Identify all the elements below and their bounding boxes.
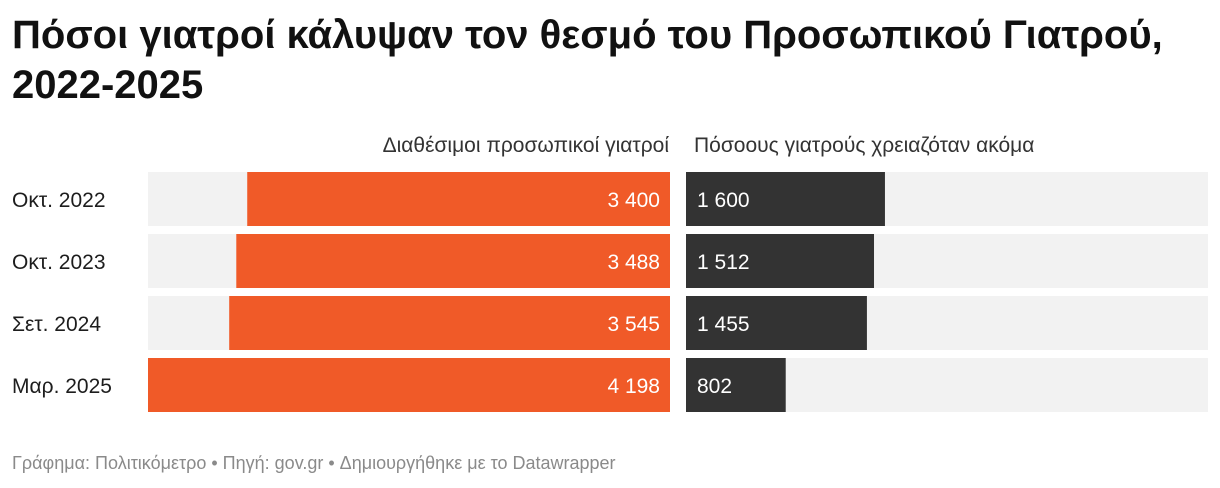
bar-doctors-needed [686, 172, 885, 226]
bar-value-label-needed: 1 600 [697, 189, 750, 212]
bar-doctors-needed [686, 234, 875, 288]
series-header-available-doctors: Διαθέσιμοι προσωπικοί γιατροί [382, 134, 669, 157]
series-header-doctors-needed: Πόσοους γιατρούς χρειαζόταν ακόμα [694, 134, 1035, 157]
bar-doctors-needed [686, 296, 867, 350]
category-label: Οκτ. 2023 [12, 251, 106, 274]
category-label: Σετ. 2024 [12, 313, 101, 336]
bar-value-label-needed: 802 [697, 375, 732, 398]
bar-doctors-needed [686, 358, 786, 412]
bar-value-label-available: 3 488 [607, 251, 660, 274]
bar-available-doctors [247, 172, 671, 226]
category-label: Μαρ. 2025 [12, 375, 112, 398]
bar-value-label-available: 3 545 [607, 313, 660, 336]
bar-available-doctors [236, 234, 670, 288]
bar-value-label-available: 4 198 [607, 375, 660, 398]
bar-value-label-needed: 1 455 [697, 313, 750, 336]
bar-available-doctors [148, 358, 670, 412]
category-label: Οκτ. 2022 [12, 189, 106, 212]
bar-value-label-needed: 1 512 [697, 251, 750, 274]
bar-available-doctors [229, 296, 670, 350]
chart-source-note: Γράφημα: Πολιτικόμετρο • Πηγή: gov.gr • … [12, 453, 616, 473]
bar-value-label-available: 3 400 [607, 189, 660, 212]
chart-title: Πόσοι γιατροί κάλυψαν τον θεσμό του Προσ… [12, 13, 1163, 107]
